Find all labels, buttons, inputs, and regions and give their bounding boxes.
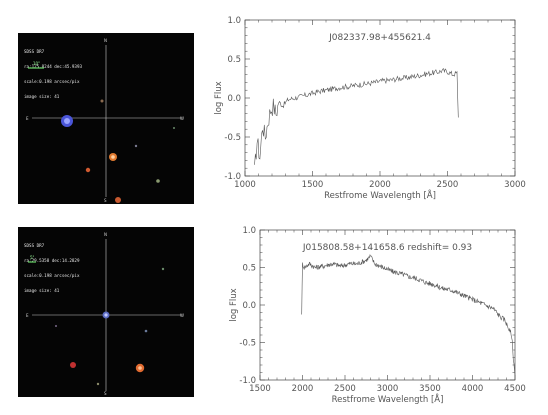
y-axis-label: log Flux: [214, 81, 224, 114]
star: [100, 99, 104, 103]
chart-title: J082337.98+455621.4: [328, 33, 431, 43]
star: [173, 127, 175, 129]
plot-frame: [244, 19, 516, 177]
sky-image-2: SDSS DR7 ra:29.5358 dec:14.2829 scale:0.…: [18, 227, 194, 397]
x-tick-label: 2000: [369, 180, 391, 190]
x-tick-label: 1500: [302, 180, 324, 190]
scale-bar-label: 10": [33, 61, 40, 66]
target-core: [64, 118, 70, 124]
y-tick-label: 0.5: [242, 264, 256, 274]
compass-n: N: [104, 38, 107, 43]
star: [134, 144, 138, 148]
y-tick-label: -1.0: [224, 172, 241, 182]
y-tick-label: 0.0: [242, 301, 256, 311]
compass-w: W: [180, 313, 184, 318]
sky-overlay-1: 10" N S E W: [26, 38, 184, 203]
y-tick-label: 0.0: [227, 94, 241, 104]
x-tick-label: 4500: [504, 384, 526, 394]
caption-line: SDSS DR7: [24, 49, 45, 54]
caption-line: scale:0.198 arcsec/pix: [24, 79, 80, 84]
star: [115, 197, 121, 203]
compass-s: S: [104, 198, 107, 203]
x-tick-label: 2000: [292, 384, 314, 394]
y-tick-label: -0.5: [239, 339, 256, 349]
compass-s: S: [104, 391, 107, 396]
star: [55, 325, 57, 327]
y-tick-label: -0.5: [224, 133, 241, 143]
caption-line: scale:0.198 arcsec/pix: [24, 273, 80, 278]
star: [96, 382, 100, 386]
star: [156, 179, 160, 183]
y-axis-label: log Flux: [229, 288, 239, 321]
caption-line: image size: 41: [24, 288, 60, 293]
y-tick-label: 1.0: [242, 226, 256, 236]
compass-e: E: [26, 116, 29, 121]
image-caption-1: SDSS DR7 ra:125.8244 dec:45.9393 scale:0…: [24, 39, 82, 109]
caption-line: ra:125.8244 dec:45.9393: [24, 64, 82, 69]
compass-n: N: [104, 232, 107, 237]
spectrum-line: [254, 68, 459, 165]
x-tick-label: 1000: [234, 180, 256, 190]
x-tick-label: 3500: [419, 384, 441, 394]
x-tick-label: 4000: [462, 384, 484, 394]
star: [138, 366, 142, 370]
sky-image-1: SDSS DR7 ra:125.8244 dec:45.9393 scale:0…: [18, 33, 194, 204]
star: [111, 155, 115, 159]
x-tick-label: 3000: [504, 180, 526, 190]
star: [161, 267, 165, 271]
sky-overlay-2: 5" N S E W: [26, 232, 184, 396]
compass-e: E: [26, 313, 29, 318]
spectrum-line: [301, 254, 516, 377]
x-tick-label: 1500: [249, 384, 271, 394]
star: [144, 329, 148, 333]
caption-line: image size: 41: [24, 94, 60, 99]
caption-line: SDSS DR7: [24, 243, 45, 248]
image-caption-2: SDSS DR7 ra:29.5358 dec:14.2829 scale:0.…: [24, 233, 79, 303]
scale-bar-label: 5": [30, 255, 35, 260]
y-tick-label: -1.0: [239, 376, 256, 386]
y-tick-label: 0.5: [227, 55, 241, 65]
star: [70, 362, 76, 368]
target-core: [104, 313, 108, 317]
caption-line: ra:29.5358 dec:14.2829: [24, 258, 80, 263]
x-tick-label: 2500: [334, 384, 356, 394]
spectrum-chart-2: 1500 2000 2500 3000 3500 4000 4500 -1.0 -0.5 0.0 0…: [229, 226, 526, 405]
y-tick-label: 1.0: [227, 16, 241, 26]
x-tick-label: 2500: [437, 180, 459, 190]
star: [85, 167, 91, 173]
x-axis-label: Restfrome Wavelength [Å]: [332, 393, 444, 405]
x-tick-label: 3000: [377, 384, 399, 394]
chart-title: J015808.58+141658.6 redshift= 0.93: [302, 243, 472, 253]
compass-w: W: [180, 116, 184, 121]
x-axis-label: Restfrome Wavelength [Å]: [324, 189, 436, 201]
spectrum-chart-1: 1000 1500 2000 2500 3000 -1.0 -0.5 0.0 0.5 1.0 Res…: [214, 16, 526, 201]
